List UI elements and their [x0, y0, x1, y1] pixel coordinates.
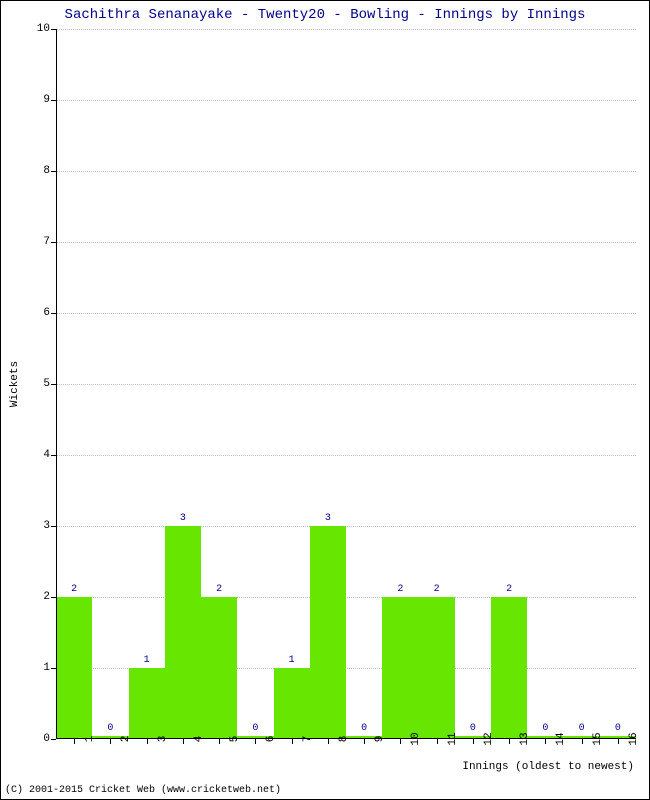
x-tick-label: 12 — [473, 732, 495, 745]
x-tick-label: 9 — [364, 736, 386, 743]
chart-container: Sachithra Senanayake - Twenty20 - Bowlin… — [0, 0, 650, 800]
x-tick-label: 14 — [545, 732, 567, 745]
x-tick-label: 15 — [582, 732, 604, 745]
bar-value-label: 2 — [397, 584, 403, 595]
bar — [419, 597, 455, 739]
y-axis-title: Wickets — [9, 361, 21, 407]
bar-value-label: 1 — [144, 655, 150, 666]
bar-value-label: 3 — [180, 513, 186, 524]
bar — [56, 597, 92, 739]
y-tick-label: 9 — [43, 94, 56, 106]
bar-value-label: 0 — [361, 723, 367, 734]
gridline — [56, 384, 636, 385]
gridline — [56, 100, 636, 101]
gridline — [56, 242, 636, 243]
chart-title: Sachithra Senanayake - Twenty20 - Bowlin… — [1, 7, 649, 23]
bar-value-label: 0 — [107, 723, 113, 734]
x-tick-label: 1 — [74, 736, 96, 743]
x-tick-label: 7 — [292, 736, 314, 743]
bar — [129, 668, 165, 739]
x-tick-label: 16 — [618, 732, 640, 745]
bar-value-label: 2 — [506, 584, 512, 595]
x-tick-label: 10 — [400, 732, 422, 745]
y-tick-label: 2 — [43, 591, 56, 603]
y-tick-label: 8 — [43, 165, 56, 177]
plot-border — [56, 29, 636, 739]
bar-value-label: 2 — [71, 584, 77, 595]
plot-area: 2013201302202000 012345678910 1234567891… — [56, 29, 636, 739]
x-tick-label: 11 — [437, 732, 459, 745]
gridline — [56, 455, 636, 456]
x-tick-label: 2 — [110, 736, 132, 743]
bar — [310, 526, 346, 739]
x-tick-label: 6 — [255, 736, 277, 743]
bar-value-label: 2 — [216, 584, 222, 595]
y-tick-label: 0 — [43, 733, 56, 745]
gridline — [56, 526, 636, 527]
x-tick-label: 4 — [183, 736, 205, 743]
y-tick-label: 7 — [43, 236, 56, 248]
bar — [201, 597, 237, 739]
x-tick-label: 13 — [509, 732, 531, 745]
gridline — [56, 171, 636, 172]
bar — [382, 597, 418, 739]
bar-value-label: 2 — [434, 584, 440, 595]
x-tick-label: 5 — [219, 736, 241, 743]
x-tick-label: 8 — [328, 736, 350, 743]
gridline — [56, 597, 636, 598]
y-tick-label: 5 — [43, 378, 56, 390]
x-tick-label: 3 — [147, 736, 169, 743]
bar — [491, 597, 527, 739]
y-tick-label: 10 — [37, 23, 56, 35]
copyright-text: (C) 2001-2015 Cricket Web (www.cricketwe… — [5, 785, 281, 796]
y-tick-label: 4 — [43, 449, 56, 461]
gridline — [56, 29, 636, 30]
x-axis-title: Innings (oldest to newest) — [462, 761, 634, 773]
bar-value-label: 1 — [289, 655, 295, 666]
bar — [165, 526, 201, 739]
bar-value-label: 0 — [252, 723, 258, 734]
y-tick-label: 3 — [43, 520, 56, 532]
y-tick-label: 6 — [43, 307, 56, 319]
bar — [274, 668, 310, 739]
bar-value-label: 3 — [325, 513, 331, 524]
gridline — [56, 313, 636, 314]
y-tick-label: 1 — [43, 662, 56, 674]
